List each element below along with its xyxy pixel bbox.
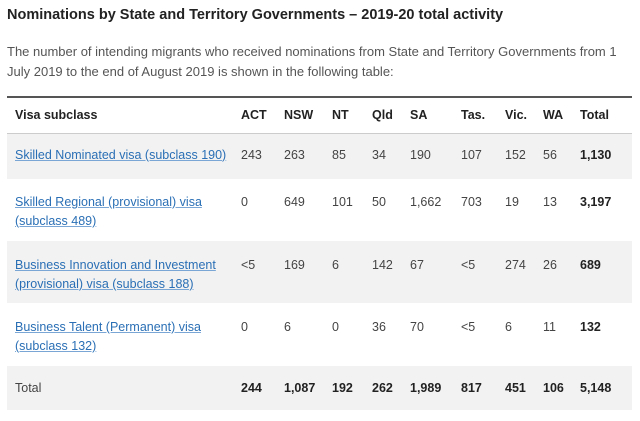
table-row: Business Innovation and Investment (prov…: [7, 241, 632, 303]
total-qld: 262: [372, 380, 393, 395]
cell-nt: 6: [332, 258, 339, 272]
cell-sa: 1,662: [410, 195, 442, 209]
cell-qld: 50: [372, 195, 386, 209]
cell-tas: <5: [461, 320, 476, 334]
table-row: Skilled Nominated visa (subclass 190) 24…: [7, 133, 632, 179]
cell-nt: 85: [332, 147, 346, 162]
cell-act: 243: [241, 147, 262, 162]
cell-vic: 6: [505, 320, 512, 334]
total-sa: 1,989: [410, 380, 442, 395]
cell-act: 0: [241, 320, 248, 334]
header-nsw: NSW: [276, 96, 324, 134]
cell-sa: 190: [410, 147, 431, 162]
visa-link-489[interactable]: Skilled Regional (provisional) visa (sub…: [15, 195, 202, 228]
total-act: 244: [241, 380, 262, 395]
total-grand: 5,148: [580, 380, 612, 395]
cell-vic: 274: [505, 258, 526, 272]
table-header-row: Visa subclass ACT NSW NT Qld SA Tas. Vic…: [7, 96, 632, 134]
table-row: Business Talent (Permanent) visa (subcla…: [7, 303, 632, 366]
cell-wa: 11: [543, 320, 556, 334]
cell-total: 132: [580, 320, 601, 334]
header-nt: NT: [324, 96, 364, 134]
visa-link-188[interactable]: Business Innovation and Investment (prov…: [15, 258, 216, 291]
cell-wa: 56: [543, 147, 557, 162]
cell-act: <5: [241, 258, 256, 272]
cell-act: 0: [241, 195, 248, 209]
cell-qld: 36: [372, 320, 386, 334]
cell-qld: 142: [372, 258, 393, 272]
cell-tas: 107: [461, 147, 482, 162]
page-title: Nominations by State and Territory Gover…: [7, 7, 504, 23]
total-nt: 192: [332, 380, 353, 395]
cell-sa: 70: [410, 320, 424, 334]
header-vic: Vic.: [497, 96, 535, 134]
cell-tas: 703: [461, 195, 482, 209]
total-tas: 817: [461, 380, 482, 395]
cell-nsw: 263: [284, 147, 305, 162]
header-tas: Tas.: [453, 96, 497, 134]
cell-nt: 101: [332, 195, 353, 209]
nominations-table: Visa subclass ACT NSW NT Qld SA Tas. Vic…: [7, 96, 632, 410]
cell-tas: <5: [461, 258, 476, 272]
visa-link-190[interactable]: Skilled Nominated visa (subclass 190): [15, 147, 227, 162]
header-act: ACT: [233, 96, 276, 134]
header-qld: Qld: [364, 96, 402, 134]
cell-nsw: 6: [284, 320, 291, 334]
header-visa-subclass: Visa subclass: [7, 96, 233, 134]
cell-vic: 19: [505, 195, 519, 209]
cell-nt: 0: [332, 320, 339, 334]
header-total: Total: [572, 96, 632, 134]
cell-wa: 13: [543, 195, 557, 209]
table-row: Skilled Regional (provisional) visa (sub…: [7, 179, 632, 241]
cell-nsw: 169: [284, 258, 305, 272]
header-wa: WA: [535, 96, 572, 134]
visa-link-132[interactable]: Business Talent (Permanent) visa (subcla…: [15, 320, 201, 353]
cell-total: 3,197: [580, 195, 612, 209]
table-total-row: Total 244 1,087 192 262 1,989 817 451 10…: [7, 366, 632, 410]
cell-sa: 67: [410, 258, 424, 272]
total-wa: 106: [543, 380, 564, 395]
cell-qld: 34: [372, 147, 386, 162]
total-label: Total: [15, 380, 42, 395]
total-vic: 451: [505, 380, 526, 395]
header-sa: SA: [402, 96, 453, 134]
cell-vic: 152: [505, 147, 526, 162]
cell-wa: 26: [543, 258, 557, 272]
total-nsw: 1,087: [284, 380, 316, 395]
cell-total: 1,130: [580, 147, 612, 162]
cell-nsw: 649: [284, 195, 305, 209]
cell-total: 689: [580, 258, 601, 272]
intro-paragraph: The number of intending migrants who rec…: [7, 44, 617, 79]
